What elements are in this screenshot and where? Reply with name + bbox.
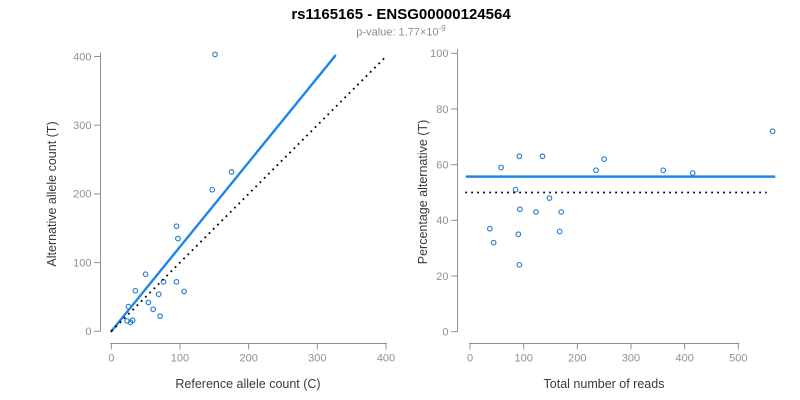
svg-text:80: 80 [436, 104, 448, 116]
svg-text:0: 0 [467, 353, 473, 365]
data-point [516, 153, 523, 160]
svg-text:0: 0 [442, 327, 448, 339]
pvalue-subtitle: p-value: 1.77×10-9 [356, 24, 445, 39]
data-point [517, 206, 523, 213]
svg-text:100: 100 [73, 257, 91, 269]
data-point [145, 299, 152, 306]
data-point [660, 167, 667, 174]
data-point [150, 306, 157, 313]
svg-text:400: 400 [73, 51, 91, 63]
data-point [556, 228, 563, 235]
data-point [228, 169, 235, 175]
data-point [212, 51, 218, 58]
regression-line [110, 54, 337, 333]
left-xaxis-title: Reference allele count (C) [175, 377, 321, 391]
data-point [539, 153, 546, 160]
data-point [173, 278, 180, 285]
data-point [516, 262, 523, 268]
svg-text:60: 60 [436, 159, 448, 171]
svg-text:0: 0 [85, 326, 91, 338]
data-point [142, 271, 149, 278]
svg-text:20: 20 [436, 271, 448, 283]
data-point [601, 156, 608, 162]
data-point [593, 167, 599, 174]
data-point [769, 128, 776, 135]
data-point [157, 313, 163, 320]
data-point [173, 223, 180, 230]
svg-text:200: 200 [239, 353, 257, 365]
svg-text:100: 100 [171, 353, 189, 365]
data-point [129, 317, 136, 324]
data-point [209, 186, 216, 193]
data-point [124, 318, 130, 324]
right-yaxis-title: Percentage alternative (T) [416, 119, 430, 265]
pvalue-text: p-value: 1.77×10 [356, 26, 439, 39]
svg-text:300: 300 [622, 353, 640, 365]
svg-text:200: 200 [568, 353, 586, 365]
data-point [486, 225, 493, 232]
left-yaxis-title: Alternative allele count (T) [45, 121, 59, 267]
data-point [175, 235, 181, 242]
data-point [515, 231, 522, 238]
left-plot: 0 100 200 300 400 0 100 200 300 400 [73, 51, 395, 364]
data-point [155, 291, 162, 298]
svg-text:300: 300 [73, 120, 91, 132]
svg-text:40: 40 [436, 215, 448, 227]
svg-text:400: 400 [675, 353, 693, 365]
svg-text:200: 200 [73, 189, 91, 201]
identity-line [110, 55, 388, 332]
svg-text:300: 300 [308, 353, 326, 365]
svg-text:0: 0 [108, 353, 114, 365]
data-point [558, 209, 565, 215]
svg-text:400: 400 [377, 353, 395, 365]
svg-text:100: 100 [430, 48, 448, 60]
pvalue-exponent: -9 [438, 24, 446, 33]
data-point [689, 170, 696, 176]
chart-title: rs1165165 - ENSG00000124564 [291, 6, 511, 23]
svg-text:100: 100 [514, 353, 532, 365]
right-plot: 0 20 40 60 80 100 0 100 200 300 400 500 [430, 48, 776, 365]
svg-text:500: 500 [729, 353, 747, 365]
data-point [181, 288, 187, 295]
data-point [512, 186, 519, 193]
data-point [533, 209, 539, 215]
data-point [132, 287, 139, 294]
data-point [546, 195, 553, 201]
data-point [498, 164, 504, 171]
data-point [490, 239, 497, 246]
right-xaxis-title: Total number of reads [543, 377, 665, 391]
